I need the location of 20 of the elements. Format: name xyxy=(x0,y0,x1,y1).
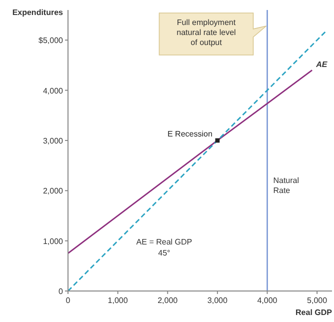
y-tick-label: 2,000 xyxy=(42,186,64,196)
x-tick-label: 1,000 xyxy=(108,296,128,305)
y-tick-label: 3,000 xyxy=(42,136,64,146)
x-tick-label: 0 xyxy=(66,296,71,305)
x-tick-label: 3,000 xyxy=(207,296,228,305)
y-axis-title: Expenditures xyxy=(12,8,64,17)
annotation: 45° xyxy=(158,248,170,258)
x-axis-title: Real GDP xyxy=(296,308,333,317)
ref-line-label: Natural Rate xyxy=(273,176,300,196)
annotation: E Recession xyxy=(168,129,212,138)
y-tick-label: 1,000 xyxy=(42,236,64,246)
y-tick-label: 0 xyxy=(58,287,64,296)
annotation: Full employment natural rate level of output xyxy=(176,18,236,47)
x-tick-label: 2,000 xyxy=(158,296,178,305)
series-label: AE = Real GDP xyxy=(136,237,192,246)
series-label: AE xyxy=(315,60,328,70)
y-tick-label: 4,000 xyxy=(42,86,64,96)
x-tick-label: 5,000 xyxy=(307,296,328,305)
y-tick-label: $5,000 xyxy=(38,36,64,46)
x-tick-label: 4,000 xyxy=(257,296,278,305)
